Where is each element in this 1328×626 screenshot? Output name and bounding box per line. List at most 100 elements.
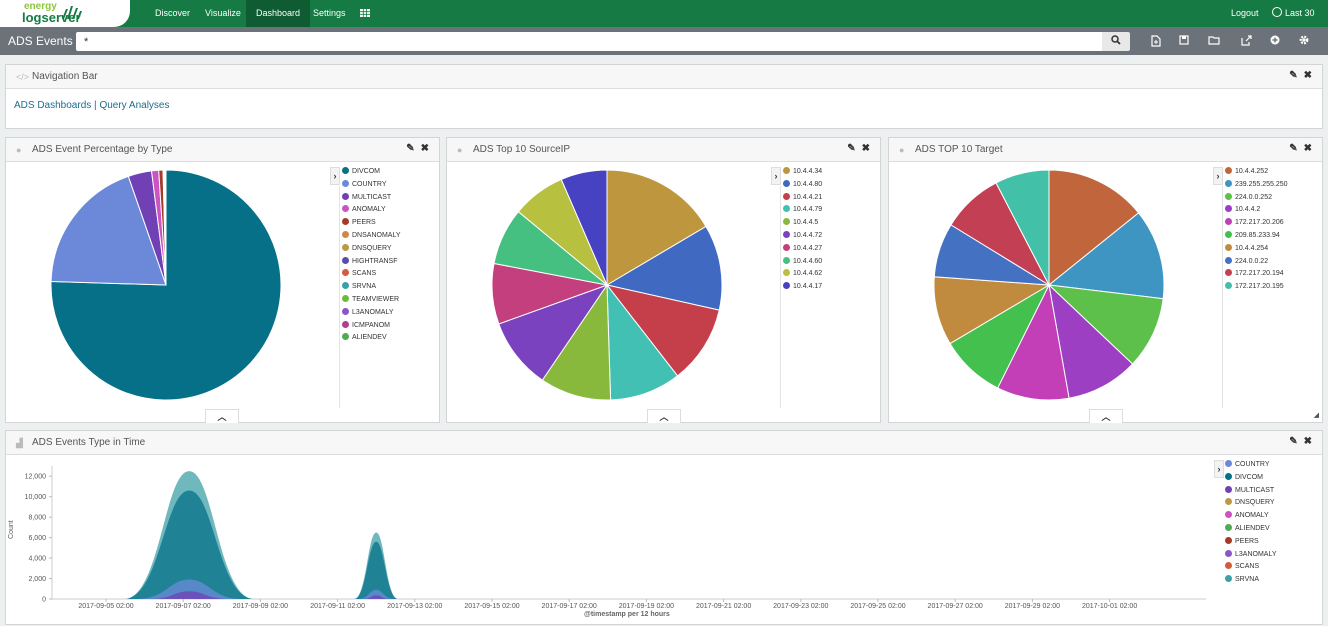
add-panel-icon[interactable] xyxy=(1268,35,1282,47)
legend-item[interactable]: MULTICAST xyxy=(342,192,401,205)
legend-item[interactable]: 172.217.20.206 xyxy=(1225,217,1288,230)
edit-pencil-icon[interactable]: ✎ xyxy=(1289,436,1297,447)
legend-label: DIVCOM xyxy=(352,168,380,175)
collapse-chevron-up-icon[interactable]: ︿ xyxy=(1089,409,1123,423)
legend-color-dot xyxy=(783,180,790,187)
legend-color-dot xyxy=(342,180,349,187)
options-gear-icon[interactable] xyxy=(1297,35,1311,47)
legend-item[interactable]: L3ANOMALY xyxy=(342,307,401,320)
legend-item[interactable]: TEAMVIEWER xyxy=(342,294,401,307)
close-icon[interactable]: ✖ xyxy=(862,143,870,154)
legend-item[interactable]: 224.0.0.22 xyxy=(1225,256,1288,269)
collapse-chevron-up-icon[interactable]: ︿ xyxy=(647,409,681,423)
legend-item[interactable]: ANOMALY xyxy=(1225,510,1277,523)
legend-item[interactable]: 209.85.233.94 xyxy=(1225,230,1288,243)
dashboard-title: ADS Events xyxy=(8,34,73,48)
ads-dashboards-link[interactable]: ADS Dashboards xyxy=(14,100,91,111)
legend-label: PEERS xyxy=(352,219,376,226)
legend-item[interactable]: 10.4.4.17 xyxy=(783,281,822,294)
y-tick-label: 10,000 xyxy=(25,494,47,501)
legend-color-dot xyxy=(783,205,790,212)
nav-visualize[interactable]: Visualize xyxy=(195,0,251,27)
legend-item[interactable]: 172.217.20.194 xyxy=(1225,268,1288,281)
edit-pencil-icon[interactable]: ✎ xyxy=(1289,143,1297,154)
legend-item[interactable]: COUNTRY xyxy=(342,179,401,192)
legend-item[interactable]: DNSQUERY xyxy=(1225,497,1277,510)
legend-color-dot xyxy=(1225,231,1232,238)
energy-logserver-logo[interactable]: energy logserver xyxy=(0,0,130,27)
legend-item[interactable]: 10.4.4.21 xyxy=(783,192,822,205)
x-tick-label: 2017-09-09 02:00 xyxy=(233,603,288,610)
nav-discover[interactable]: Discover xyxy=(145,0,200,27)
legend-color-dot xyxy=(1225,486,1232,493)
legend-item[interactable]: 10.4.4.254 xyxy=(1225,243,1288,256)
close-icon[interactable]: ✖ xyxy=(421,143,429,154)
legend-item[interactable]: 10.4.4.252 xyxy=(1225,166,1288,179)
legend-item[interactable]: DIVCOM xyxy=(1225,472,1277,485)
x-tick-label: 2017-09-11 02:00 xyxy=(310,603,365,610)
legend-item[interactable]: 10.4.4.60 xyxy=(783,256,822,269)
legend-toggle-chevron[interactable]: › xyxy=(1214,460,1224,478)
legend-item[interactable]: 224.0.0.252 xyxy=(1225,192,1288,205)
edit-pencil-icon[interactable]: ✎ xyxy=(847,143,855,154)
legend-item[interactable]: SCANS xyxy=(342,268,401,281)
legend-item[interactable]: DIVCOM xyxy=(342,166,401,179)
legend-item[interactable]: 172.217.20.195 xyxy=(1225,281,1288,294)
edit-pencil-icon[interactable]: ✎ xyxy=(406,143,414,154)
legend-item[interactable]: DNSQUERY xyxy=(342,243,401,256)
legend-item[interactable]: DNSANOMALY xyxy=(342,230,401,243)
nav-dashboard[interactable]: Dashboard xyxy=(246,0,310,27)
legend-item[interactable]: 10.4.4.79 xyxy=(783,204,822,217)
legend-item[interactable]: ALIENDEV xyxy=(342,332,401,345)
legend-item[interactable]: MULTICAST xyxy=(1225,485,1277,498)
legend-item[interactable]: ALIENDEV xyxy=(1225,523,1277,536)
legend-toggle-chevron[interactable]: › xyxy=(1213,167,1223,185)
close-icon[interactable]: ✖ xyxy=(1304,70,1312,81)
panel-title: Navigation Bar xyxy=(32,71,98,82)
query-analyses-link[interactable]: Query Analyses xyxy=(99,100,169,111)
legend-item[interactable]: COUNTRY xyxy=(1225,459,1277,472)
legend-item[interactable]: 10.4.4.27 xyxy=(783,243,822,256)
legend-item[interactable]: ICMPANOM xyxy=(342,320,401,333)
edit-pencil-icon[interactable]: ✎ xyxy=(1289,70,1297,81)
resize-handle-icon[interactable]: ◢ xyxy=(1314,411,1319,419)
legend-item[interactable]: 10.4.4.5 xyxy=(783,217,822,230)
search-button[interactable] xyxy=(1102,32,1130,51)
share-icon[interactable] xyxy=(1239,35,1253,47)
close-icon[interactable]: ✖ xyxy=(1304,436,1312,447)
legend-color-dot xyxy=(1225,269,1232,276)
collapse-chevron-up-icon[interactable]: ︿ xyxy=(205,409,239,423)
legend-item[interactable]: SRVNA xyxy=(1225,574,1277,587)
legend-label: DNSANOMALY xyxy=(352,232,401,239)
new-dashboard-icon[interactable] xyxy=(1149,35,1163,47)
legend-item[interactable]: 10.4.4.34 xyxy=(783,166,822,179)
open-folder-icon[interactable] xyxy=(1207,35,1221,47)
legend-toggle-chevron[interactable]: › xyxy=(330,167,340,185)
search-input[interactable] xyxy=(76,32,1102,51)
legend-label: 10.4.4.80 xyxy=(793,181,822,188)
x-tick-label: 2017-09-21 02:00 xyxy=(696,603,751,610)
nav-grid-icon[interactable] xyxy=(350,0,380,27)
legend-item[interactable]: PEERS xyxy=(342,217,401,230)
close-icon[interactable]: ✖ xyxy=(1304,143,1312,154)
legend-item[interactable]: 10.4.4.72 xyxy=(783,230,822,243)
legend-item[interactable]: 10.4.4.80 xyxy=(783,179,822,192)
panel-header: ● ADS Top 10 SourceIP ✎✖ xyxy=(447,138,880,162)
save-icon[interactable] xyxy=(1177,35,1191,47)
legend-toggle-chevron[interactable]: › xyxy=(771,167,781,185)
legend-item[interactable]: 239.255.255.250 xyxy=(1225,179,1288,192)
legend-item[interactable]: 10.4.4.2 xyxy=(1225,204,1288,217)
legend-item[interactable]: HIGHTRANSF xyxy=(342,256,401,269)
y-tick-label: 4,000 xyxy=(28,556,46,563)
legend-color-dot xyxy=(1225,193,1232,200)
time-picker[interactable]: Last 30 days xyxy=(1262,0,1328,27)
legend-label: ANOMALY xyxy=(1235,512,1269,519)
nav-settings[interactable]: Settings xyxy=(303,0,356,27)
legend-item[interactable]: SCANS xyxy=(1225,561,1277,574)
legend-item[interactable]: ANOMALY xyxy=(342,204,401,217)
legend-item[interactable]: SRVNA xyxy=(342,281,401,294)
legend-item[interactable]: L3ANOMALY xyxy=(1225,549,1277,562)
legend-item[interactable]: PEERS xyxy=(1225,536,1277,549)
legend-item[interactable]: 10.4.4.62 xyxy=(783,268,822,281)
